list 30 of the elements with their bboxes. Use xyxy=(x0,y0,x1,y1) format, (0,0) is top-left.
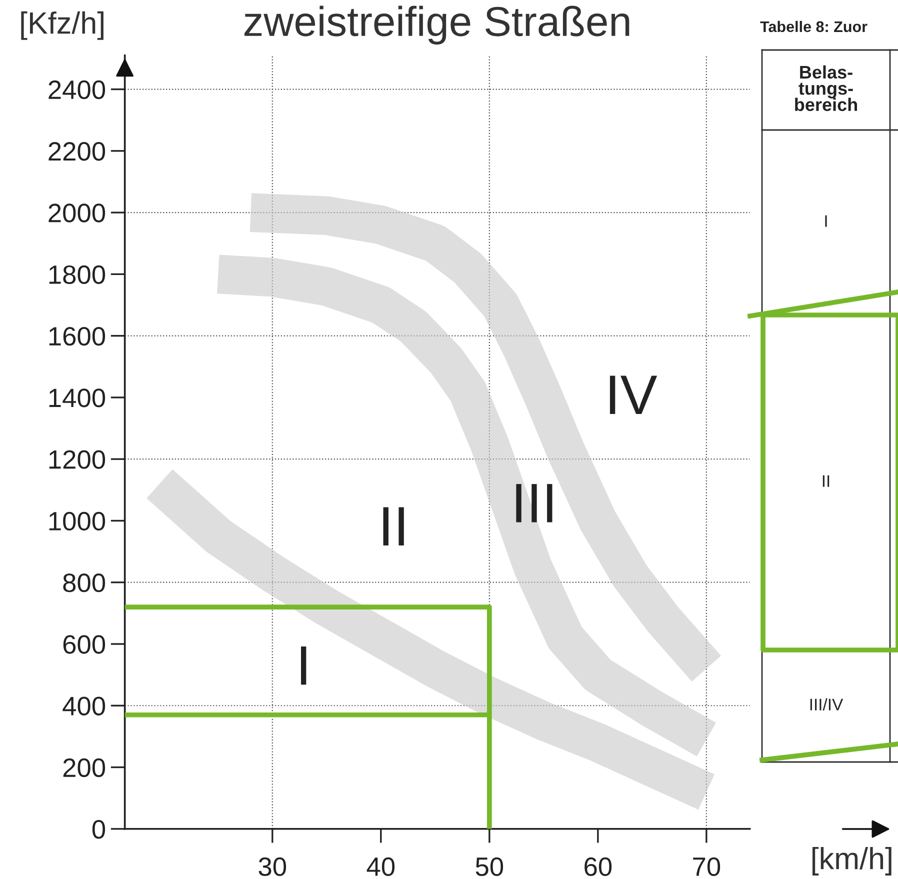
x-tick-label: 70 xyxy=(693,857,720,876)
text: Belas- tungs- bereich xyxy=(795,65,857,112)
annotation: IV xyxy=(610,376,658,414)
y-tick-label: 200 xyxy=(63,758,106,778)
text: I xyxy=(825,215,827,227)
y-tick-label: 1800 xyxy=(49,265,106,284)
y-tick-label: 800 xyxy=(63,573,106,592)
y-tick-label: 1400 xyxy=(49,388,106,408)
y-tick-label: 2200 xyxy=(48,142,106,161)
chart-title: zweistreifige Straßen xyxy=(244,6,630,45)
y-tick-label: 1000 xyxy=(49,512,106,531)
y-tick-label: 400 xyxy=(62,696,106,716)
annotation: III xyxy=(516,484,552,522)
text: Tabelle 8: Zuor xyxy=(760,20,868,32)
x-tick-label: 60 xyxy=(584,857,612,876)
annotation: I xyxy=(300,646,306,685)
x-axis-title: [km/h] xyxy=(812,847,892,876)
y-tick-label: 2000 xyxy=(48,204,106,222)
y-tick-label: 1200 xyxy=(49,450,106,469)
y-tick-label: 600 xyxy=(63,635,106,654)
x-tick-label: 30 xyxy=(258,857,286,876)
y-tick-label: 1600 xyxy=(49,326,106,346)
y-tick-label: 2400 xyxy=(48,80,106,100)
text: II xyxy=(822,475,830,487)
y-axis-title: [Kfz/h] xyxy=(21,11,104,40)
x-tick-label: 40 xyxy=(366,857,395,876)
annotation: II xyxy=(383,507,404,546)
x-tick-label: 50 xyxy=(476,857,504,876)
y-tick-label: 0 xyxy=(92,820,106,839)
text: III/IV xyxy=(810,698,844,710)
